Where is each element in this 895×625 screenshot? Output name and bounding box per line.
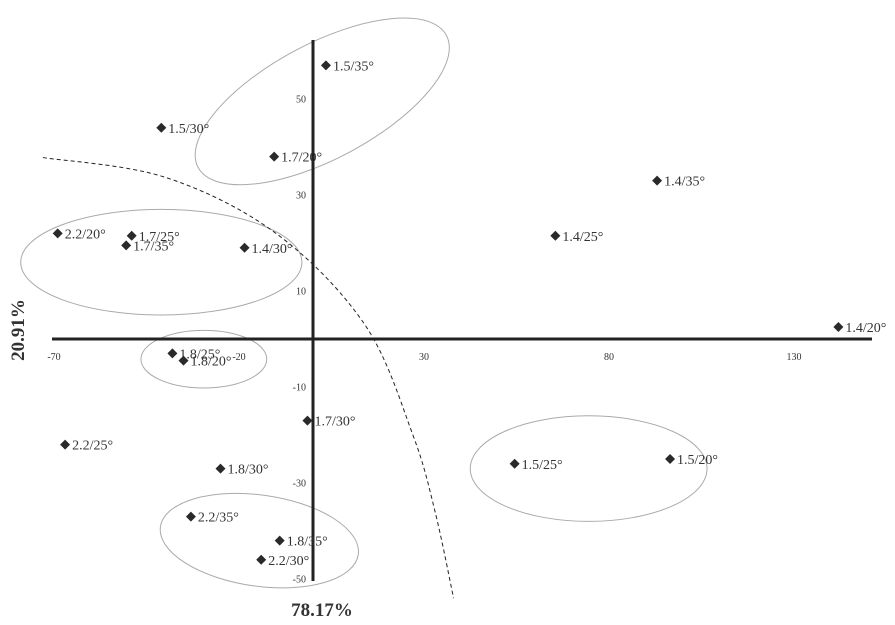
data-point-marker <box>215 463 226 474</box>
data-point-marker <box>52 228 63 239</box>
x-tick-label: 80 <box>604 352 614 363</box>
data-point-marker <box>60 439 71 450</box>
y-tick-label: 10 <box>296 287 306 298</box>
data-point-label: 2.2/35° <box>198 511 239 526</box>
data-point-marker <box>121 240 132 251</box>
data-point-label: 2.2/30° <box>268 554 309 569</box>
data-point-label: 1.4/35° <box>664 175 705 190</box>
y-axis-title: 20.91% <box>8 299 29 361</box>
data-point-marker <box>833 322 844 332</box>
cluster-ellipse <box>20 208 303 316</box>
data-points: 1.5/35° 1.5/30° 1.7/20° 1.4/35° 2.2/20° 1.7/2… <box>52 59 886 569</box>
data-point-label: 2.2/25° <box>72 439 113 454</box>
y-tick-label: -30 <box>293 479 306 490</box>
x-tick-label: -70 <box>47 352 60 363</box>
data-point-marker <box>256 554 267 565</box>
data-point-label: 1.4/20° <box>845 321 886 336</box>
data-point-marker <box>178 355 189 366</box>
data-point-label: 1.5/25° <box>522 458 563 473</box>
x-tick-label: -20 <box>232 352 245 363</box>
data-point-marker <box>320 60 331 71</box>
data-point-label: 1.8/25° <box>179 347 220 362</box>
cluster-ellipse <box>140 329 268 389</box>
data-point-label: 1.5/20° <box>677 453 718 468</box>
data-point-marker <box>652 175 663 186</box>
y-tick-label: -50 <box>293 575 306 586</box>
data-point-marker <box>167 348 178 359</box>
data-point-label: 1.7/35° <box>133 239 174 254</box>
data-point-marker <box>274 535 285 546</box>
data-point-label: 1.7/20° <box>281 151 322 166</box>
data-point-marker <box>269 151 280 162</box>
y-tick-label: 30 <box>296 191 306 202</box>
data-point-marker <box>302 415 313 426</box>
data-point-marker <box>156 122 167 133</box>
data-point-label: 1.7/25° <box>139 230 180 245</box>
boundary-curve <box>42 157 455 599</box>
data-point-label: 1.8/30° <box>228 463 269 478</box>
data-point-label: 1.7/30° <box>314 415 355 430</box>
x-tick-label: 30 <box>419 352 429 363</box>
data-point-label: 1.8/20° <box>191 355 232 370</box>
x-axis-title: 78.17% <box>291 600 353 621</box>
data-point-marker <box>185 511 196 522</box>
x-tick-label: 130 <box>787 352 802 363</box>
y-tick-label: -10 <box>293 383 306 394</box>
data-point-label: 1.5/30° <box>168 122 209 137</box>
cluster-ellipse <box>469 415 708 522</box>
cluster-ellipse <box>194 17 450 186</box>
data-point-marker <box>126 230 137 241</box>
cluster-ellipse <box>159 492 359 589</box>
axis-ticks: -70 -20 30 80 130 -50 -30 -10 10 30 50 <box>47 95 801 586</box>
data-point-label: 1.4/25° <box>562 230 603 245</box>
data-point-marker <box>665 454 676 464</box>
data-point-label: 1.8/35° <box>287 535 328 550</box>
data-point-marker <box>239 242 250 253</box>
y-tick-label: 50 <box>296 95 306 106</box>
data-point-label: 2.2/20° <box>65 227 106 242</box>
cluster-ellipses <box>20 17 708 589</box>
data-point-label: 1.5/35° <box>333 59 374 74</box>
data-point-marker <box>550 230 561 241</box>
data-point-label: 1.4/30° <box>252 242 293 257</box>
data-point-marker <box>509 458 520 469</box>
